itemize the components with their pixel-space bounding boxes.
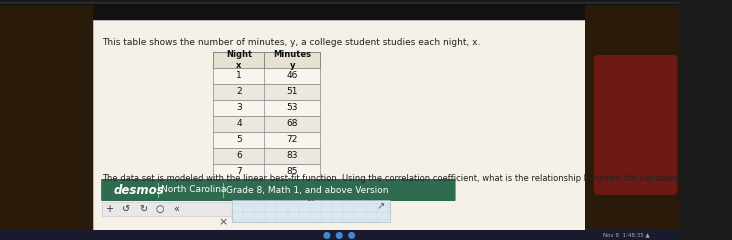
FancyBboxPatch shape	[214, 52, 320, 68]
Text: 53: 53	[286, 103, 298, 113]
Text: desmos: desmos	[113, 184, 164, 197]
Text: 83: 83	[286, 151, 298, 161]
Text: 85: 85	[286, 168, 298, 176]
Text: ×: ×	[218, 217, 228, 227]
Text: ↻: ↻	[139, 204, 147, 214]
Bar	[214, 68, 320, 84]
FancyBboxPatch shape	[594, 55, 677, 195]
Text: 5: 5	[236, 136, 242, 144]
FancyBboxPatch shape	[102, 202, 389, 216]
Bar	[214, 164, 320, 180]
FancyBboxPatch shape	[0, 5, 93, 240]
Text: 46: 46	[287, 72, 298, 80]
FancyBboxPatch shape	[93, 20, 585, 230]
Text: 72: 72	[287, 136, 298, 144]
Text: «: «	[173, 204, 179, 214]
Text: ↺: ↺	[122, 204, 130, 214]
Text: 51: 51	[286, 88, 298, 96]
Text: ↗: ↗	[376, 201, 384, 211]
Bar	[214, 84, 320, 100]
Text: ○: ○	[155, 204, 164, 214]
Text: The data set is modeled with the linear best-fit function. Using the correlation: The data set is modeled with the linear …	[102, 174, 682, 183]
FancyBboxPatch shape	[101, 179, 455, 201]
Text: Nov 8  1:48:35 ▲: Nov 8 1:48:35 ▲	[602, 233, 649, 238]
Text: ⬤  ⬤  ⬤: ⬤ ⬤ ⬤	[324, 231, 356, 239]
Bar	[214, 116, 320, 132]
Bar	[214, 100, 320, 116]
Text: 2: 2	[236, 88, 242, 96]
Text: North Carolina: North Carolina	[162, 186, 227, 194]
Text: Night
x: Night x	[226, 50, 252, 70]
FancyBboxPatch shape	[0, 3, 681, 240]
FancyBboxPatch shape	[585, 5, 679, 240]
Bar	[214, 52, 320, 68]
Text: Minutes
y: Minutes y	[273, 50, 311, 70]
Text: 6: 6	[236, 151, 242, 161]
FancyBboxPatch shape	[232, 200, 389, 222]
Text: This table shows the number of minutes, y, a college student studies each night,: This table shows the number of minutes, …	[102, 38, 480, 47]
Text: 10: 10	[306, 196, 315, 202]
Text: 3: 3	[236, 103, 242, 113]
FancyBboxPatch shape	[0, 230, 679, 240]
Text: Grade 8, Math 1, and above Version: Grade 8, Math 1, and above Version	[226, 186, 389, 194]
Bar	[214, 148, 320, 164]
Text: 4: 4	[236, 120, 242, 128]
Text: 1: 1	[236, 72, 242, 80]
Text: 7: 7	[236, 168, 242, 176]
Text: 68: 68	[286, 120, 298, 128]
Text: +: +	[105, 204, 113, 214]
Bar	[214, 132, 320, 148]
